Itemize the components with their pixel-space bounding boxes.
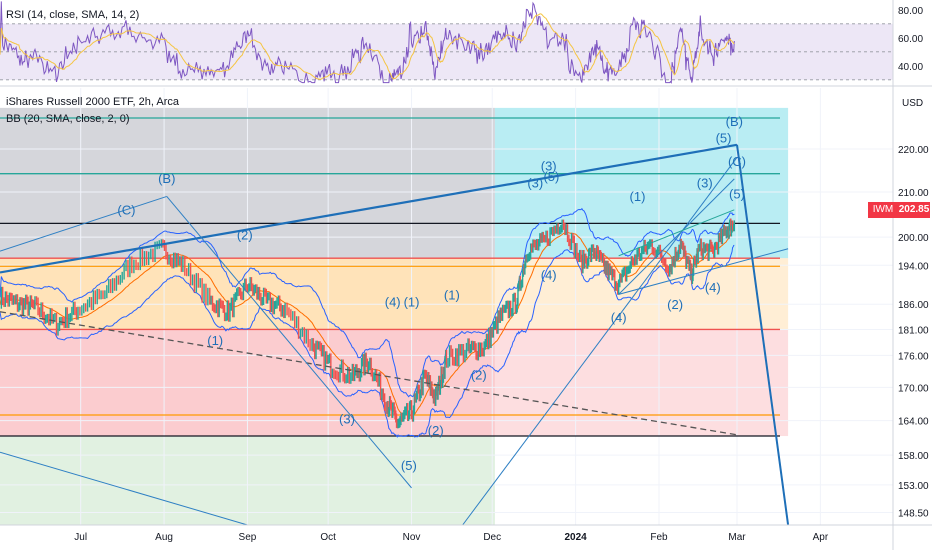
wave-label: (B) xyxy=(158,171,175,186)
wave-label: (2) xyxy=(667,297,683,312)
zone-4 xyxy=(494,258,789,330)
x-tick-label: Oct xyxy=(320,532,336,543)
wave-label: (1) xyxy=(207,333,223,348)
wave-label: (3) xyxy=(527,176,543,191)
y-tick-label: 148.50 xyxy=(898,508,929,519)
rsi-tick-label: 40.00 xyxy=(898,62,923,73)
symbol-tag: IWM xyxy=(868,202,898,218)
trendline xyxy=(618,209,735,257)
wave-label: (C) xyxy=(728,154,746,169)
wave-label: (3) xyxy=(541,158,557,173)
bb-upper-band xyxy=(0,207,735,398)
bb-legend[interactable]: BB (20, SMA, close, 2, 0) xyxy=(6,113,130,125)
y-tick-label: 153.00 xyxy=(898,481,929,492)
y-tick-label: 181.00 xyxy=(898,325,929,336)
x-tick-label: Mar xyxy=(728,532,746,543)
wave-label: (5) xyxy=(729,187,745,202)
rsi-line xyxy=(0,1,735,84)
trendline xyxy=(462,157,738,526)
trendline xyxy=(736,144,790,526)
y-tick-label: 220.00 xyxy=(898,145,929,156)
x-tick-label: Dec xyxy=(483,532,501,543)
zones-layer xyxy=(0,107,789,525)
price-layer xyxy=(0,218,736,429)
y-tick-label: 210.00 xyxy=(898,188,929,199)
trendline xyxy=(0,451,248,526)
trendline xyxy=(0,311,738,436)
x-tick-label: Apr xyxy=(813,532,829,543)
x-tick-label: Jul xyxy=(74,532,87,543)
trendline xyxy=(618,178,735,295)
zone-5 xyxy=(494,329,789,437)
wave-label: (4) xyxy=(541,268,557,283)
y-tick-label: 176.00 xyxy=(898,351,929,362)
current-price-label: 202.85 xyxy=(898,202,930,218)
y-tick-label: 164.00 xyxy=(898,417,929,428)
wave-label: (2) xyxy=(428,423,444,438)
x-tick-label: Feb xyxy=(650,532,668,543)
trendline xyxy=(0,195,167,252)
wave-label: (4) xyxy=(705,280,721,295)
wave-label: (4) xyxy=(611,310,627,325)
y-tick-label: 186.00 xyxy=(898,300,929,311)
wave-label: (5) xyxy=(716,131,732,146)
wave-label: (2) xyxy=(471,367,487,382)
wave-label: (3) xyxy=(697,176,713,191)
x-tick-label: Aug xyxy=(155,532,173,543)
trendlines-layer xyxy=(0,143,790,526)
rsi-tick-label: 80.00 xyxy=(898,6,923,17)
wave-label: (5) xyxy=(401,458,417,473)
bb-lower-band xyxy=(0,244,735,438)
wave-label: (5) xyxy=(543,169,559,184)
wave-label: (B) xyxy=(726,114,743,129)
wave-labels-layer: (B)(C)(2)(1)(4) (1) (1)(3)(5)(2)(2)(3)(3)(… xyxy=(117,114,746,473)
y-tick-label: 158.00 xyxy=(898,451,929,462)
currency-label: USD xyxy=(902,98,923,109)
wave-label: (3) xyxy=(339,411,355,426)
y-tick-label: 200.00 xyxy=(898,233,929,244)
rsi-sma-line xyxy=(0,13,735,81)
y-tick-label: 170.00 xyxy=(898,383,929,394)
trendline xyxy=(0,143,738,274)
x-tick-label: Nov xyxy=(403,532,421,543)
trendline xyxy=(618,248,789,295)
rsi-layer xyxy=(0,1,893,84)
wave-label: (1) xyxy=(444,287,460,302)
wave-label: (1) xyxy=(404,295,420,310)
wave-label: (1) xyxy=(630,189,646,204)
rsi-tick-label: 60.00 xyxy=(898,34,923,45)
wave-label: (4) xyxy=(385,295,401,310)
y-tick-label: 194.00 xyxy=(898,261,929,272)
x-tick-label: 2024 xyxy=(564,532,587,543)
wave-label: (C) xyxy=(117,202,135,217)
trendline xyxy=(166,196,412,489)
rsi-legend[interactable]: RSI (14, close, SMA, 14, 2) xyxy=(6,9,140,21)
x-tick-label: Sep xyxy=(239,532,257,543)
wave-label: (2) xyxy=(237,227,253,242)
chart-title[interactable]: iShares Russell 2000 ETF, 2h, Arca xyxy=(6,96,180,108)
